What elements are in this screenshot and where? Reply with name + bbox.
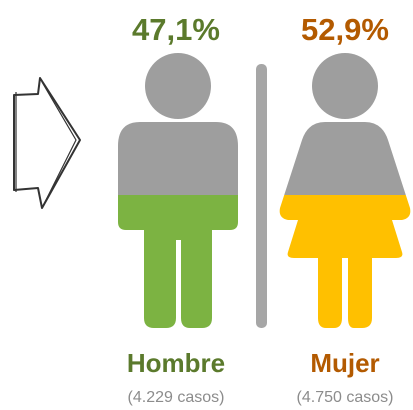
woman-upper bbox=[279, 122, 411, 195]
man-body bbox=[118, 122, 238, 328]
label: Mujer bbox=[310, 348, 379, 378]
percent: 47,1% bbox=[132, 12, 220, 47]
percent: 52,9% bbox=[301, 12, 389, 47]
arrow bbox=[13, 77, 81, 209]
woman-body bbox=[279, 122, 411, 328]
woman-lower bbox=[279, 195, 411, 328]
man-head bbox=[145, 53, 211, 119]
divider bbox=[256, 64, 267, 328]
arrow-sketch bbox=[15, 81, 77, 205]
man-lower bbox=[118, 195, 238, 328]
man-upper bbox=[118, 122, 238, 195]
label: Hombre bbox=[127, 348, 225, 378]
cases: (4.229 casos) bbox=[128, 389, 225, 406]
woman-head bbox=[312, 53, 378, 119]
cases: (4.750 casos) bbox=[297, 389, 394, 406]
